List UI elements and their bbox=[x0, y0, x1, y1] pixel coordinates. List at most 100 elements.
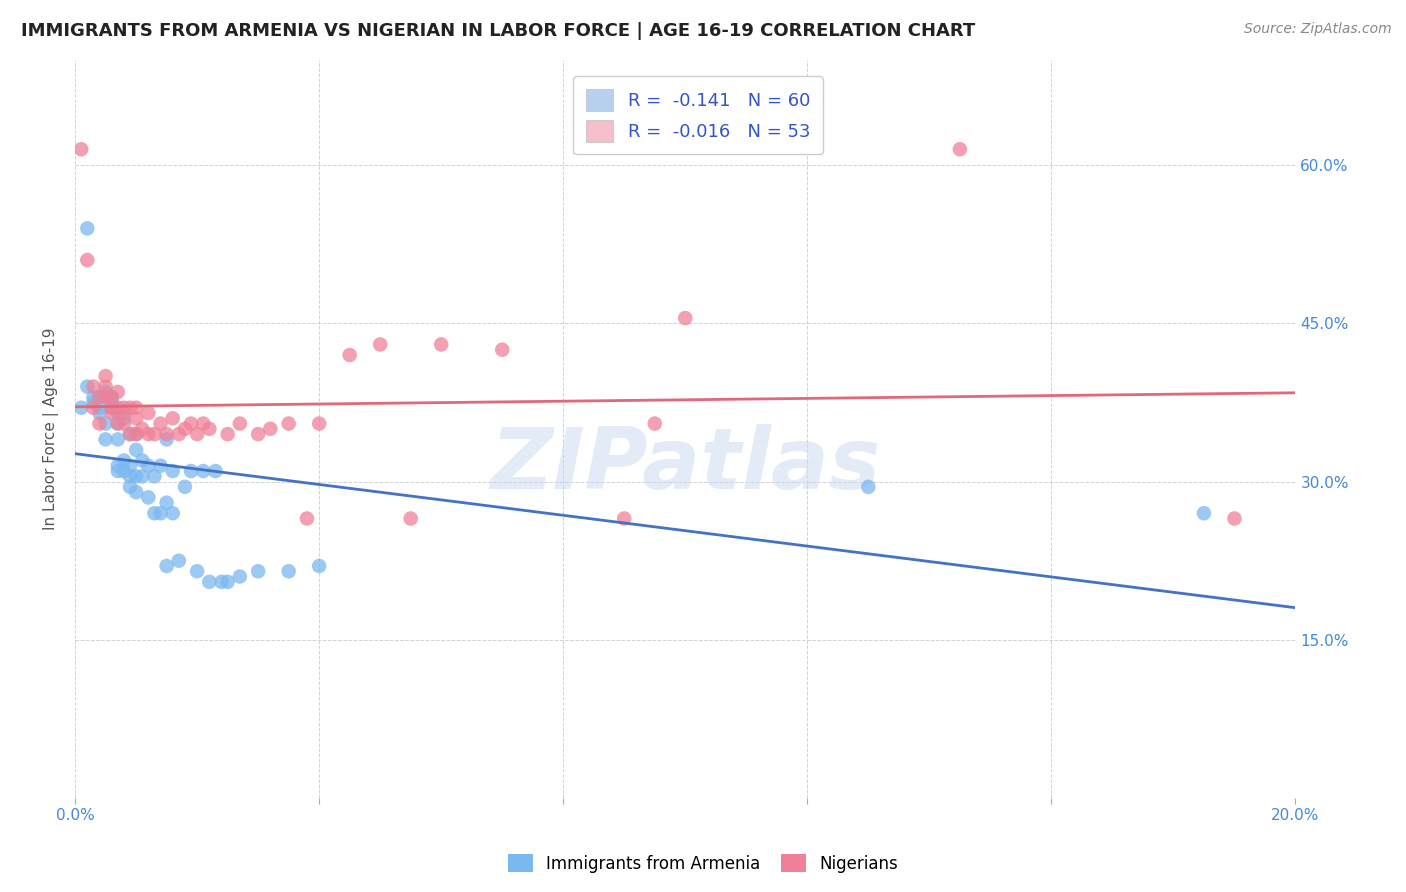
Text: Source: ZipAtlas.com: Source: ZipAtlas.com bbox=[1244, 22, 1392, 37]
Legend: R =  -0.141   N = 60, R =  -0.016   N = 53: R = -0.141 N = 60, R = -0.016 N = 53 bbox=[574, 76, 823, 154]
Point bbox=[125, 485, 148, 500]
Point bbox=[107, 384, 129, 399]
Point bbox=[149, 458, 172, 473]
Point bbox=[94, 384, 117, 399]
Point bbox=[167, 554, 190, 568]
Point bbox=[198, 574, 221, 589]
Point bbox=[277, 564, 299, 578]
Point bbox=[644, 417, 666, 431]
Point bbox=[82, 390, 104, 404]
Point bbox=[125, 411, 148, 425]
Point bbox=[94, 379, 117, 393]
Point bbox=[217, 427, 239, 442]
Point bbox=[118, 458, 141, 473]
Point bbox=[136, 491, 159, 505]
Point bbox=[339, 348, 361, 362]
Point bbox=[131, 422, 153, 436]
Point bbox=[193, 464, 215, 478]
Point bbox=[217, 574, 239, 589]
Point bbox=[156, 427, 179, 442]
Point bbox=[277, 417, 299, 431]
Point bbox=[136, 406, 159, 420]
Point bbox=[143, 469, 166, 483]
Point bbox=[94, 369, 117, 384]
Y-axis label: In Labor Force | Age 16-19: In Labor Force | Age 16-19 bbox=[44, 327, 59, 530]
Point bbox=[100, 390, 122, 404]
Point bbox=[118, 427, 141, 442]
Point bbox=[368, 337, 391, 351]
Point bbox=[193, 417, 215, 431]
Point bbox=[76, 379, 98, 393]
Point bbox=[89, 401, 111, 415]
Point bbox=[89, 390, 111, 404]
Point bbox=[100, 401, 122, 415]
Point bbox=[76, 253, 98, 268]
Point bbox=[107, 417, 129, 431]
Point bbox=[70, 401, 93, 415]
Point bbox=[149, 417, 172, 431]
Point bbox=[107, 406, 129, 420]
Point bbox=[198, 422, 221, 436]
Point bbox=[167, 427, 190, 442]
Legend: Immigrants from Armenia, Nigerians: Immigrants from Armenia, Nigerians bbox=[502, 847, 904, 880]
Text: IMMIGRANTS FROM ARMENIA VS NIGERIAN IN LABOR FORCE | AGE 16-19 CORRELATION CHART: IMMIGRANTS FROM ARMENIA VS NIGERIAN IN L… bbox=[21, 22, 976, 40]
Point bbox=[82, 395, 104, 409]
Point bbox=[70, 142, 93, 156]
Point bbox=[112, 453, 135, 467]
Point bbox=[118, 469, 141, 483]
Point bbox=[204, 464, 226, 478]
Point bbox=[112, 401, 135, 415]
Point bbox=[125, 427, 148, 442]
Point bbox=[430, 337, 453, 351]
Point bbox=[143, 506, 166, 520]
Point bbox=[118, 401, 141, 415]
Point bbox=[112, 411, 135, 425]
Point bbox=[180, 417, 202, 431]
Point bbox=[186, 564, 208, 578]
Point bbox=[162, 506, 184, 520]
Point bbox=[107, 464, 129, 478]
Point bbox=[100, 390, 122, 404]
Point bbox=[174, 422, 197, 436]
Point bbox=[949, 142, 972, 156]
Point bbox=[125, 401, 148, 415]
Point bbox=[125, 469, 148, 483]
Point bbox=[308, 559, 330, 574]
Point bbox=[112, 406, 135, 420]
Point bbox=[131, 469, 153, 483]
Point bbox=[174, 480, 197, 494]
Point bbox=[143, 427, 166, 442]
Point bbox=[107, 458, 129, 473]
Point bbox=[156, 496, 179, 510]
Point bbox=[186, 427, 208, 442]
Point bbox=[136, 458, 159, 473]
Point bbox=[107, 401, 129, 415]
Point bbox=[76, 221, 98, 235]
Point bbox=[673, 311, 696, 326]
Point bbox=[259, 422, 281, 436]
Point bbox=[180, 464, 202, 478]
Point bbox=[156, 559, 179, 574]
Point bbox=[399, 511, 422, 525]
Point bbox=[295, 511, 318, 525]
Point bbox=[149, 506, 172, 520]
Point bbox=[112, 464, 135, 478]
Point bbox=[100, 395, 122, 409]
Point bbox=[100, 395, 122, 409]
Point bbox=[211, 574, 233, 589]
Point bbox=[89, 417, 111, 431]
Point bbox=[247, 427, 270, 442]
Point bbox=[112, 417, 135, 431]
Point bbox=[100, 406, 122, 420]
Point bbox=[1223, 511, 1246, 525]
Point bbox=[229, 569, 252, 583]
Point bbox=[491, 343, 513, 357]
Text: ZIPatlas: ZIPatlas bbox=[491, 425, 880, 508]
Point bbox=[89, 406, 111, 420]
Point bbox=[82, 379, 104, 393]
Point bbox=[118, 480, 141, 494]
Point bbox=[247, 564, 270, 578]
Point bbox=[229, 417, 252, 431]
Point bbox=[125, 427, 148, 442]
Point bbox=[131, 453, 153, 467]
